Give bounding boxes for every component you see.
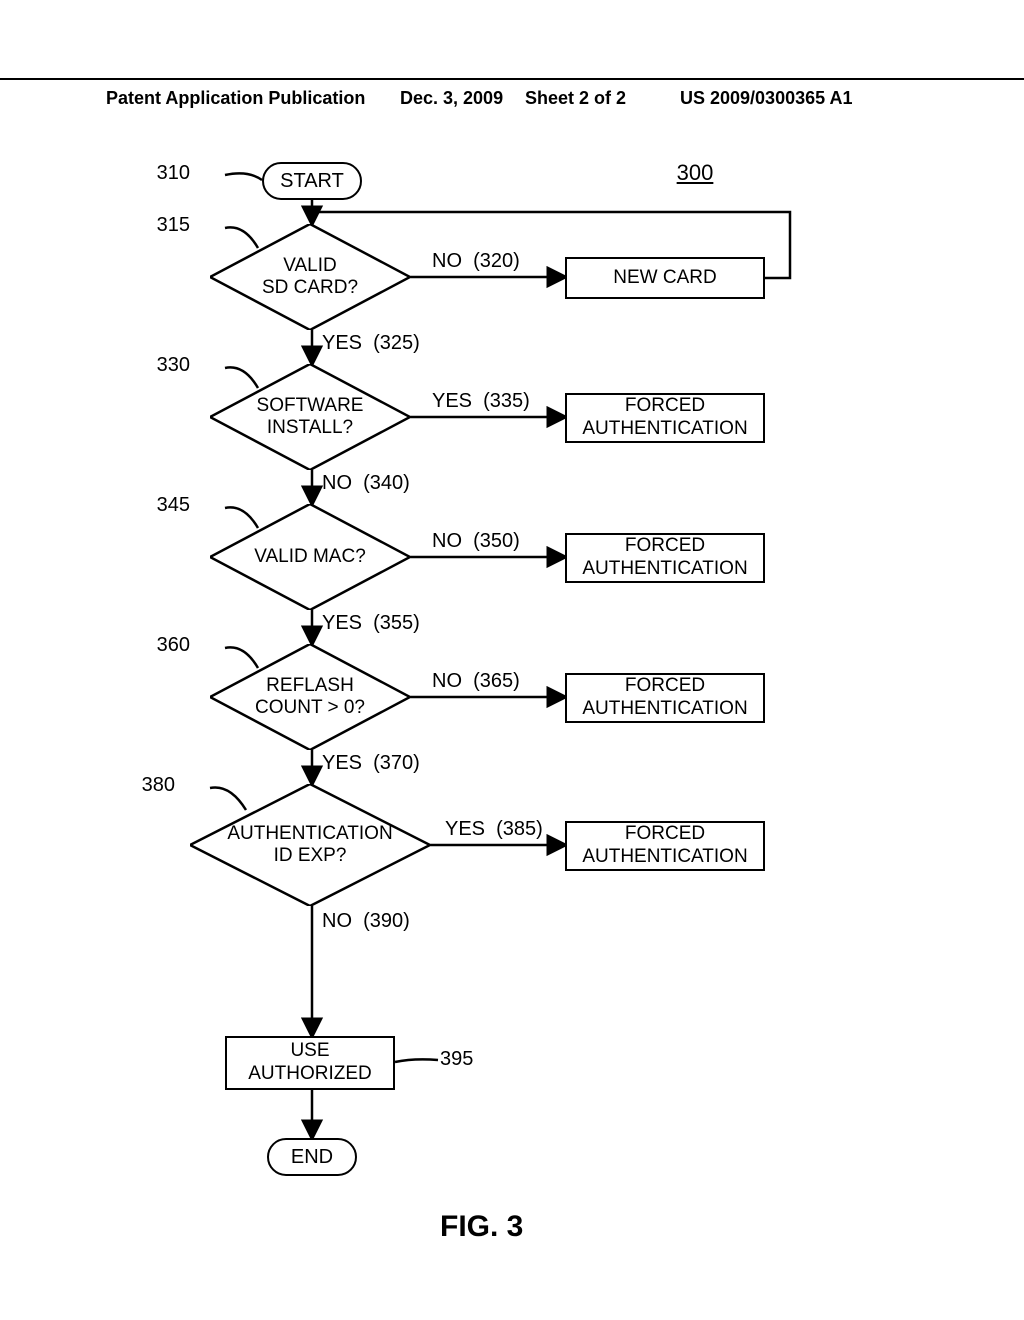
d330-text: SOFTWAREINSTALL? [257, 395, 364, 439]
figure-caption: FIG. 3 [440, 1210, 523, 1244]
start-text: START [280, 170, 344, 193]
fa1-text: FORCEDAUTHENTICATION [582, 395, 747, 441]
edge-335: YES (335) [432, 390, 530, 413]
process-use-authorized: USEAUTHORIZED [225, 1036, 395, 1090]
start-terminator: START [262, 162, 362, 200]
new-card-text: NEW CARD [613, 267, 716, 290]
edge-325: YES (325) [322, 332, 420, 355]
process-forced-auth-4: FORCEDAUTHENTICATION [565, 821, 765, 871]
edge-340: NO (340) [322, 472, 410, 495]
edge-390: NO (390) [322, 910, 410, 933]
ref-345: 345 [150, 494, 190, 517]
d315-text: VALIDSD CARD? [262, 255, 358, 299]
process-forced-auth-3: FORCEDAUTHENTICATION [565, 673, 765, 723]
process-new-card: NEW CARD [565, 257, 765, 299]
decision-valid-mac: VALID MAC? [210, 504, 410, 610]
ref-360: 360 [150, 634, 190, 657]
process-forced-auth-1: FORCEDAUTHENTICATION [565, 393, 765, 443]
process-forced-auth-2: FORCEDAUTHENTICATION [565, 533, 765, 583]
ref-380: 380 [135, 774, 175, 797]
end-text: END [291, 1146, 333, 1169]
decision-auth-id-exp: AUTHENTICATIONID EXP? [190, 784, 430, 906]
fa2-text: FORCEDAUTHENTICATION [582, 535, 747, 581]
flowchart-connectors [0, 0, 1024, 1320]
edge-370: YES (370) [322, 752, 420, 775]
ref-310: 310 [150, 162, 190, 185]
ref-315: 315 [150, 214, 190, 237]
end-terminator: END [267, 1138, 357, 1176]
ref-395: 395 [440, 1048, 480, 1071]
d380-text: AUTHENTICATIONID EXP? [227, 823, 392, 867]
decision-reflash: REFLASHCOUNT > 0? [210, 644, 410, 750]
edge-355: YES (355) [322, 612, 420, 635]
d360-text: REFLASHCOUNT > 0? [255, 675, 365, 719]
edge-350: NO (350) [432, 530, 520, 553]
fa4-text: FORCEDAUTHENTICATION [582, 823, 747, 869]
edge-365: NO (365) [432, 670, 520, 693]
decision-software-install: SOFTWAREINSTALL? [210, 364, 410, 470]
use-auth-text: USEAUTHORIZED [248, 1040, 372, 1086]
d345-text: VALID MAC? [254, 546, 366, 568]
edge-385: YES (385) [445, 818, 543, 841]
ref-330: 330 [150, 354, 190, 377]
fa3-text: FORCEDAUTHENTICATION [582, 675, 747, 721]
edge-320: NO (320) [432, 250, 520, 273]
decision-valid-sd: VALIDSD CARD? [210, 224, 410, 330]
